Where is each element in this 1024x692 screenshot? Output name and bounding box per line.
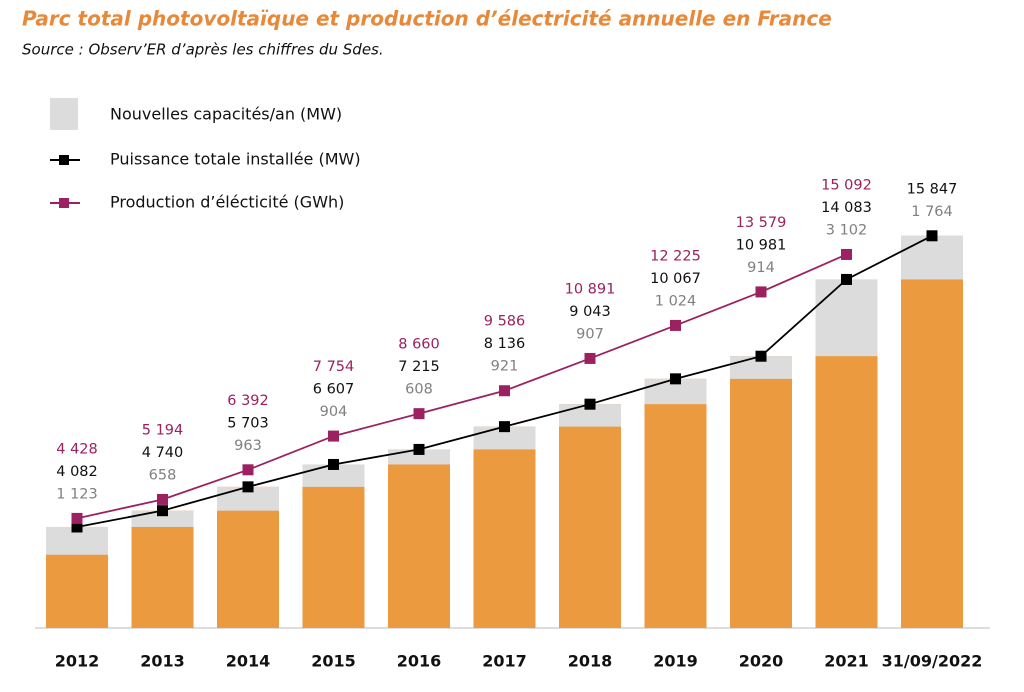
line-marker bbox=[926, 230, 938, 242]
x-tick-label: 2018 bbox=[568, 652, 613, 671]
value-label: 1 024 bbox=[655, 293, 697, 309]
line bbox=[76, 253, 847, 520]
legend-label: Nouvelles capacités/an (MW) bbox=[110, 105, 342, 124]
bar-total bbox=[302, 464, 365, 628]
x-tick-label: 2012 bbox=[55, 652, 100, 671]
value-label: 6 392 bbox=[227, 393, 269, 409]
line-marker bbox=[755, 350, 767, 362]
value-label: 5 703 bbox=[227, 415, 269, 431]
legend-marker bbox=[59, 155, 69, 165]
line-marker bbox=[157, 505, 168, 517]
value-label: 8 136 bbox=[484, 336, 526, 352]
value-label: 10 981 bbox=[736, 237, 787, 253]
bar-new-capacity bbox=[901, 235, 963, 280]
bar-total bbox=[730, 356, 792, 628]
legend-swatch bbox=[50, 98, 78, 130]
x-tick-label: 2021 bbox=[824, 652, 869, 671]
value-label: 658 bbox=[149, 467, 177, 483]
line-marker bbox=[841, 273, 852, 285]
bar-total bbox=[388, 449, 450, 628]
line-marker bbox=[670, 319, 681, 331]
value-label: 14 083 bbox=[821, 200, 872, 216]
chart-subtitle: Source : Observ’ER d’après les chiffres … bbox=[22, 41, 384, 59]
bar-new-capacity bbox=[388, 449, 450, 465]
value-label: 1 764 bbox=[911, 204, 953, 220]
value-label: 6 607 bbox=[313, 382, 355, 398]
value-label: 4 428 bbox=[56, 441, 98, 457]
value-label: 9 586 bbox=[484, 314, 526, 330]
value-label: 904 bbox=[320, 404, 348, 420]
value-label: 7 215 bbox=[398, 359, 440, 375]
x-tick-label: 2017 bbox=[482, 652, 527, 671]
legend-label: Production d’élécticité (GWh) bbox=[110, 193, 344, 212]
x-tick-label: 2020 bbox=[739, 652, 784, 671]
line-marker bbox=[755, 286, 767, 298]
value-label: 10 891 bbox=[565, 281, 616, 297]
line-marker bbox=[71, 512, 83, 524]
value-label: 9 043 bbox=[569, 304, 611, 320]
value-label: 7 754 bbox=[313, 359, 355, 375]
line-marker bbox=[413, 443, 425, 455]
line-marker bbox=[242, 464, 254, 476]
bar-new-capacity bbox=[217, 486, 279, 511]
value-label: 3 102 bbox=[826, 222, 868, 238]
value-label: 13 579 bbox=[736, 215, 787, 231]
bar-total bbox=[473, 426, 536, 628]
bar-total bbox=[644, 378, 707, 628]
value-label: 12 225 bbox=[650, 248, 701, 264]
bar-new-capacity bbox=[730, 356, 792, 379]
value-label: 8 660 bbox=[398, 337, 440, 353]
value-label: 914 bbox=[747, 260, 775, 276]
value-label: 963 bbox=[234, 438, 262, 454]
chart-title: Parc total photovoltaïque et production … bbox=[22, 7, 832, 31]
line-marker bbox=[328, 430, 339, 442]
bar-new-capacity bbox=[473, 426, 536, 450]
line-marker bbox=[71, 521, 83, 533]
line-marker bbox=[328, 458, 339, 470]
bar-new-capacity bbox=[302, 464, 365, 487]
legend-label: Puissance totale installée (MW) bbox=[110, 150, 361, 169]
legend-marker bbox=[59, 198, 69, 208]
x-tick-label: 2013 bbox=[140, 652, 185, 671]
line-marker bbox=[584, 352, 596, 364]
line-marker bbox=[242, 481, 254, 493]
value-label: 5 194 bbox=[142, 422, 184, 438]
x-tick-label: 2019 bbox=[653, 652, 698, 671]
bar-total bbox=[559, 404, 621, 628]
line-marker bbox=[157, 493, 168, 505]
value-label: 4 082 bbox=[56, 464, 98, 480]
bar-new-capacity bbox=[815, 279, 878, 357]
bar-total bbox=[901, 235, 963, 628]
line-marker bbox=[499, 385, 510, 397]
x-tick-label: 2016 bbox=[397, 652, 442, 671]
line-marker bbox=[584, 398, 596, 410]
value-label: 10 067 bbox=[650, 271, 701, 287]
value-label: 921 bbox=[491, 359, 519, 375]
line-marker bbox=[499, 421, 510, 433]
value-label: 608 bbox=[405, 382, 433, 398]
value-label: 1 123 bbox=[56, 486, 98, 502]
line-marker bbox=[670, 373, 681, 385]
value-label: 4 740 bbox=[142, 445, 184, 461]
value-label: 907 bbox=[576, 326, 604, 342]
line-marker bbox=[413, 408, 425, 420]
bar-new-capacity bbox=[559, 404, 621, 427]
x-tick-label: 2015 bbox=[311, 652, 356, 671]
bar-total bbox=[131, 510, 194, 628]
value-label: 15 092 bbox=[821, 177, 872, 193]
bar-new-capacity bbox=[131, 510, 194, 527]
value-label: 15 847 bbox=[907, 181, 958, 197]
x-tick-label: 31/09/2022 bbox=[882, 652, 983, 671]
line-marker bbox=[841, 248, 852, 260]
x-tick-label: 2014 bbox=[226, 652, 271, 671]
